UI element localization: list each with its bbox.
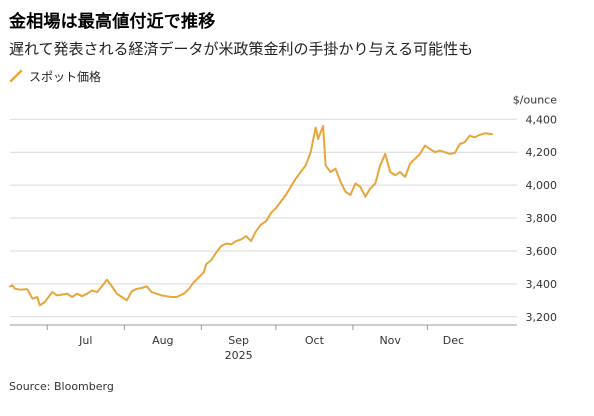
y-tick-label: 4,000 bbox=[526, 179, 558, 192]
x-tick-label: Oct bbox=[305, 334, 325, 347]
y-tick-label: 3,800 bbox=[526, 212, 558, 225]
source-note: Source: Bloomberg bbox=[9, 380, 114, 393]
x-tick-label: Jul bbox=[78, 334, 92, 347]
y-tick-label: 4,200 bbox=[526, 146, 558, 159]
y-axis-unit: $/ounce bbox=[513, 93, 557, 106]
y-tick-label: 3,400 bbox=[526, 278, 558, 291]
y-tick-label: 4,400 bbox=[526, 113, 558, 126]
chart-title: 金相場は最高値付近で推移 bbox=[9, 12, 216, 32]
x-tick-label: Dec bbox=[443, 334, 464, 347]
legend-label: スポット価格 bbox=[29, 69, 102, 84]
legend-swatch-icon bbox=[9, 69, 23, 83]
x-tick-label: Sep bbox=[228, 334, 249, 347]
x-tick-label: Aug bbox=[152, 334, 173, 347]
legend: スポット価格 bbox=[9, 68, 101, 84]
x-year-label: 2025 bbox=[225, 349, 253, 362]
x-tick-label: Nov bbox=[379, 334, 401, 347]
y-tick-label: 3,600 bbox=[526, 245, 558, 258]
y-tick-label: 3,200 bbox=[526, 311, 558, 324]
chart-subtitle: 遅れて発表される経済データが米政策金利の手掛かり与える可能性も bbox=[9, 40, 474, 58]
series-line-spot-price bbox=[9, 124, 494, 307]
